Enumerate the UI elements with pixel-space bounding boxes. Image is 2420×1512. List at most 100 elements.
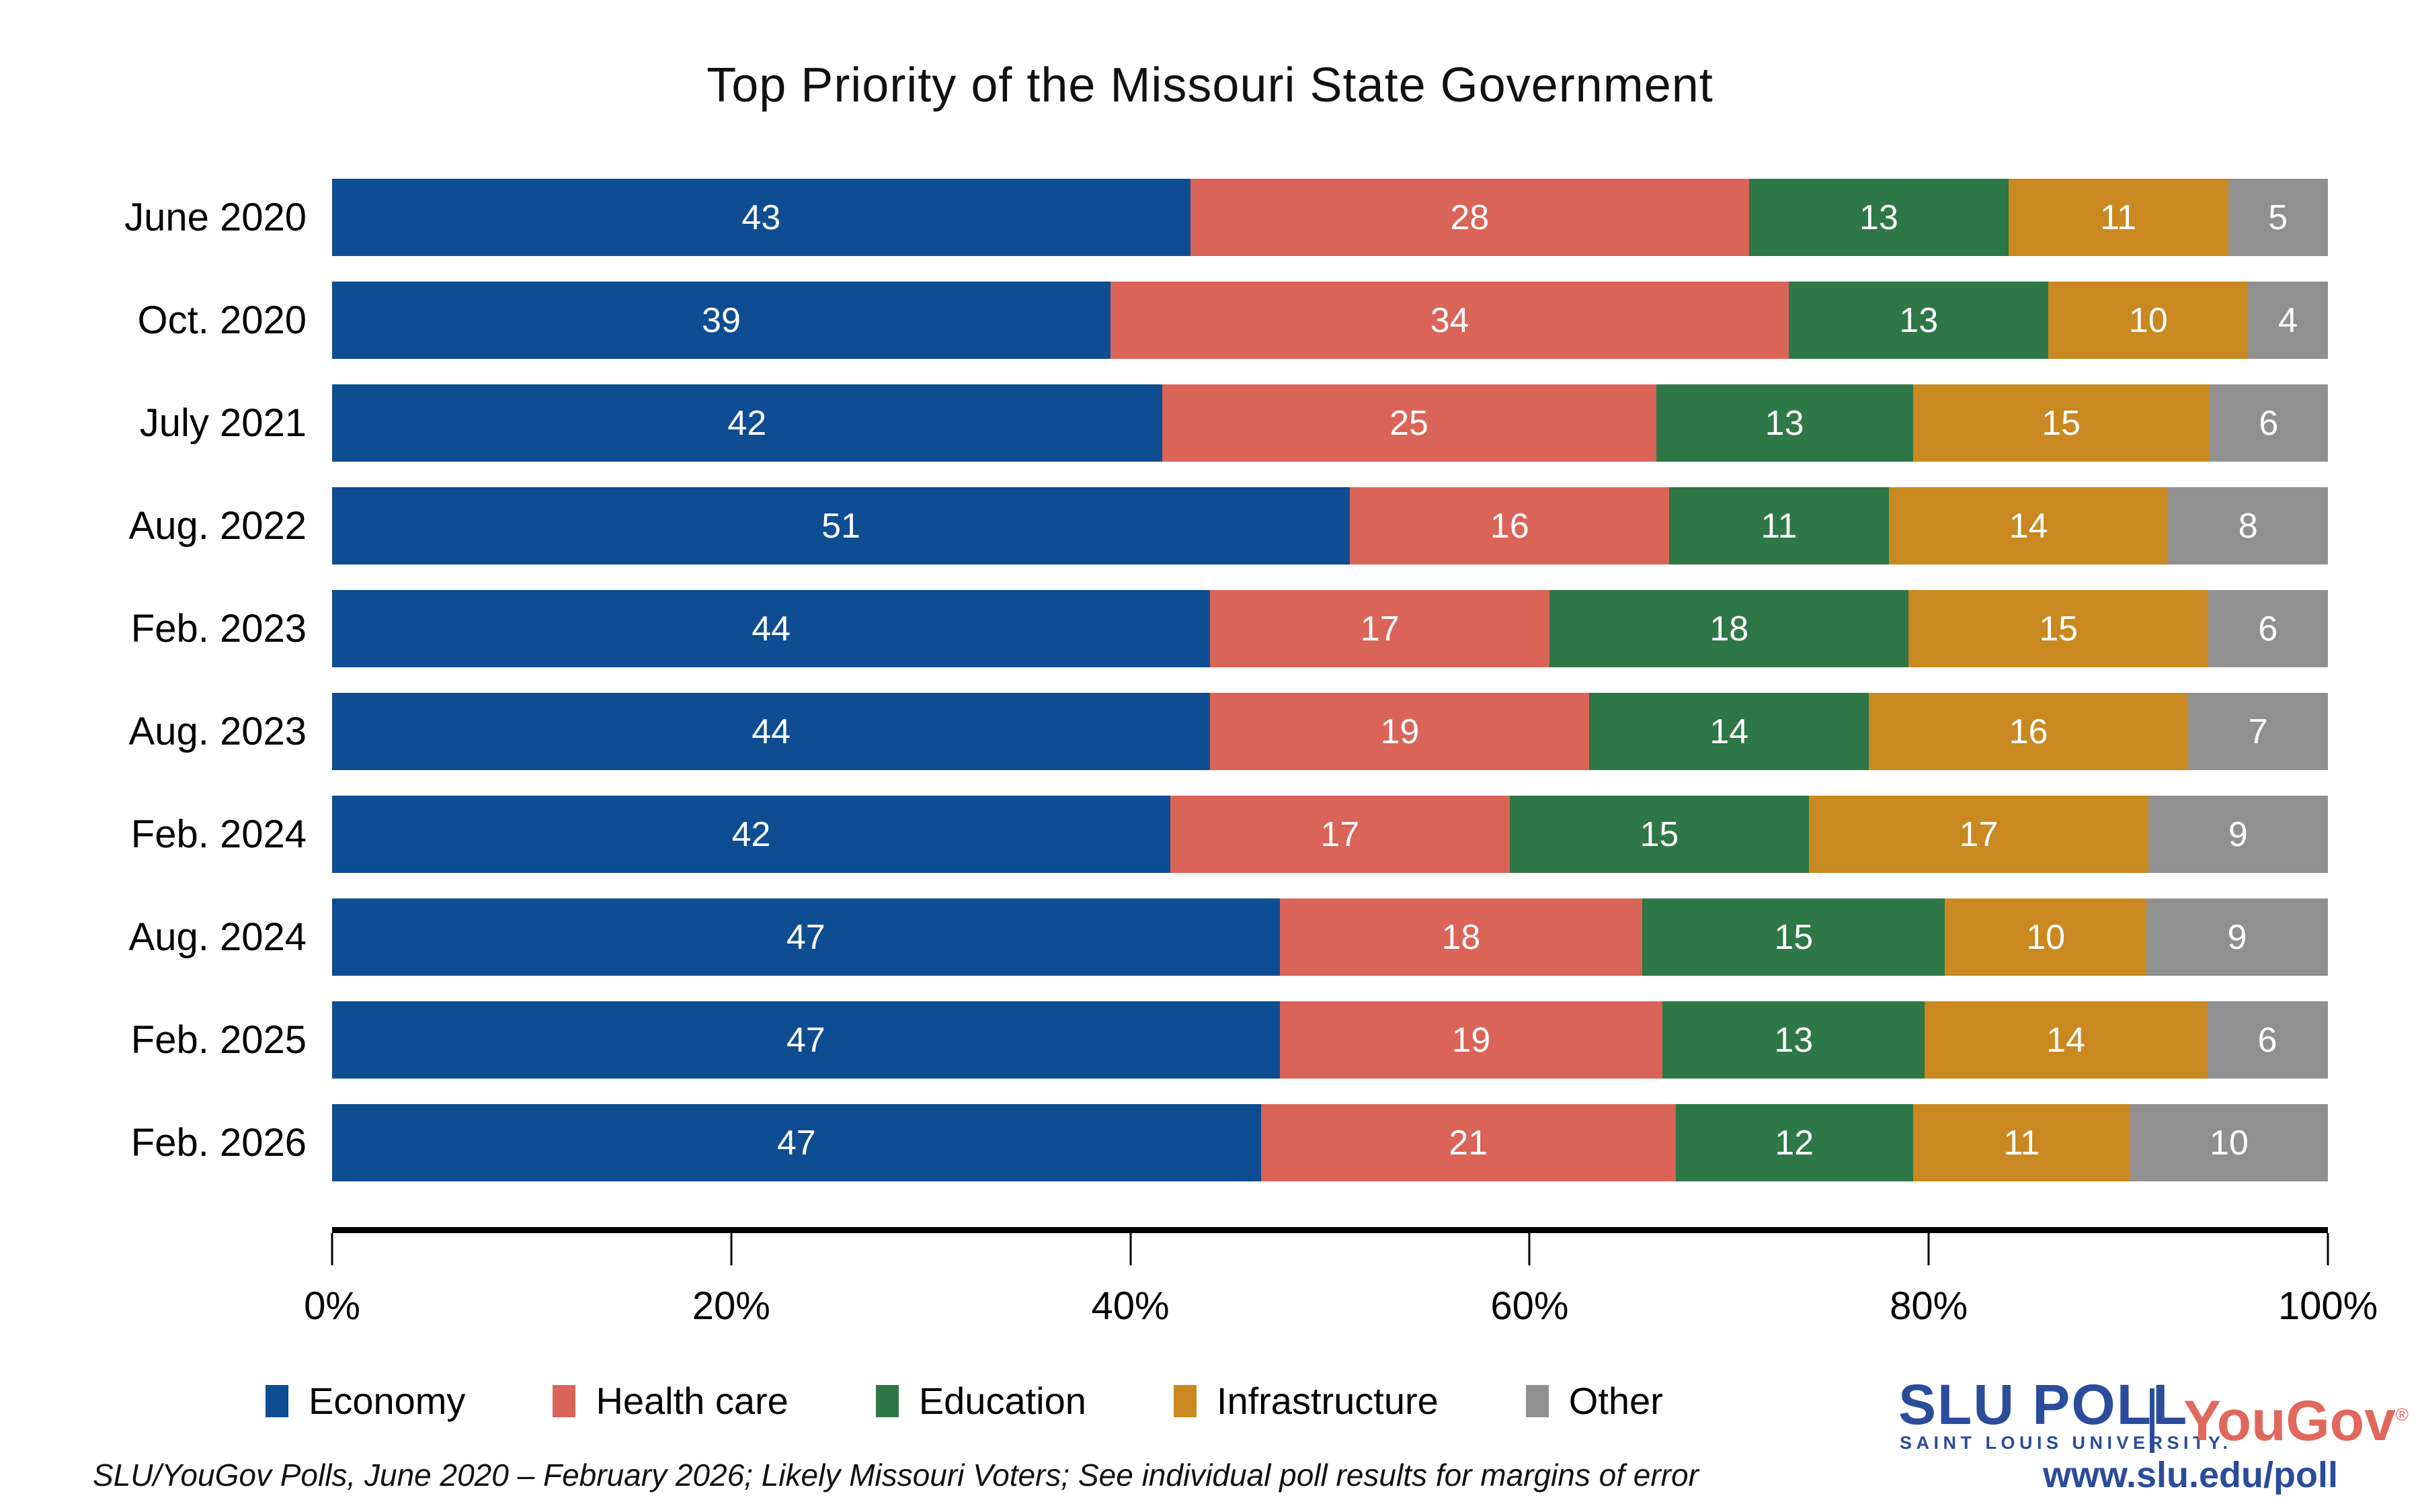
bar-value-label: 47: [786, 1020, 825, 1060]
bar-segment-education: 18: [1549, 590, 1909, 667]
row-label: Feb. 2026: [130, 1121, 307, 1165]
brand-divider: [2150, 1388, 2154, 1453]
bar-segment-education: 15: [1642, 898, 1945, 976]
bar-value-label: 17: [1360, 609, 1400, 648]
bar-segment-education: 13: [1662, 1001, 1925, 1079]
bar-row: June 2020 43 28 13 11 5: [0, 179, 2328, 256]
legend-item-education: Education: [875, 1379, 1086, 1423]
slu-poll-logo: SLU POLL: [1898, 1373, 2189, 1436]
bar-stack: 42 17 15 17 9: [332, 796, 2328, 873]
bar-value-label: 18: [1709, 609, 1749, 648]
bar-segment-education: 13: [1656, 384, 1913, 462]
bar-segment-other: 6: [2209, 384, 2328, 462]
bar-value-label: 13: [1899, 300, 1939, 340]
bar-segment-other: 8: [2168, 487, 2328, 564]
bar-segment-health-care: 17: [1170, 796, 1510, 873]
bar-value-label: 17: [1320, 814, 1360, 854]
x-axis-tick-label: 20%: [692, 1284, 770, 1328]
x-axis-tick: [331, 1233, 333, 1265]
bar-value-label: 43: [741, 198, 781, 237]
bar-value-label: 42: [731, 814, 771, 854]
bar-segment-infrastructure: 11: [2008, 179, 2228, 256]
x-axis-tick: [730, 1233, 733, 1265]
bar-segment-economy: 51: [332, 487, 1350, 564]
bar-segment-other: 10: [2130, 1104, 2328, 1181]
slu-poll-url: www.slu.edu/poll: [2042, 1455, 2338, 1495]
bar-stack: 51 16 11 14 8: [332, 487, 2328, 564]
bar-value-label: 11: [2100, 198, 2137, 237]
bar-segment-health-care: 21: [1260, 1104, 1676, 1181]
legend-item-other: Other: [1525, 1379, 1663, 1423]
bar-value-label: 6: [2257, 1020, 2277, 1060]
bar-segment-infrastructure: 10: [1945, 898, 2147, 976]
bar-row: Feb. 2024 42 17 15 17 9: [0, 796, 2328, 873]
bar-stack: 47 19 13 14 6: [332, 1001, 2328, 1079]
bar-value-label: 11: [2003, 1123, 2040, 1163]
bar-row: Aug. 2024 47 18 15 10 9: [0, 898, 2328, 976]
bar-value-label: 42: [727, 403, 767, 443]
bar-segment-health-care: 18: [1279, 898, 1643, 976]
bar-value-label: 44: [752, 609, 791, 648]
bar-value-label: 15: [1774, 917, 1814, 957]
legend-swatch-other: [1525, 1384, 1549, 1417]
legend: Economy Health care Education Infrastructur…: [266, 1379, 1663, 1423]
bar-value-label: 19: [1380, 712, 1420, 751]
bar-segment-economy: 44: [332, 590, 1211, 667]
bar-row: Aug. 2022 51 16 11 14 8: [0, 487, 2328, 564]
bar-value-label: 18: [1441, 917, 1481, 957]
bar-value-label: 21: [1449, 1123, 1488, 1163]
bar-row: Feb. 2025 47 19 13 14 6: [0, 1001, 2328, 1079]
legend-swatch-health-care: [553, 1384, 576, 1417]
bar-stack: 43 28 13 11 5: [332, 179, 2328, 256]
bar-value-label: 51: [821, 506, 861, 546]
bar-value-label: 14: [2046, 1020, 2086, 1060]
row-label: Aug. 2024: [128, 915, 307, 959]
bar-value-label: 6: [2258, 609, 2278, 648]
bar-segment-health-care: 34: [1110, 282, 1789, 359]
bar-value-label: 13: [1859, 198, 1898, 237]
legend-label: Health care: [596, 1380, 789, 1422]
bar-value-label: 15: [2042, 403, 2081, 443]
bar-value-label: 15: [2039, 609, 2079, 648]
bar-segment-education: 11: [1669, 487, 1889, 564]
bar-segment-economy: 47: [332, 898, 1280, 976]
bar-segment-education: 12: [1675, 1104, 1913, 1181]
bar-row: Feb. 2026 47 21 12 11 10: [0, 1104, 2328, 1181]
bar-row: Oct. 2020 39 34 13 10 4: [0, 282, 2328, 359]
legend-item-health-care: Health care: [553, 1379, 789, 1423]
bar-stack: 42 25 13 15 6: [332, 384, 2328, 462]
bar-value-label: 39: [702, 300, 741, 340]
bar-segment-other: 9: [2148, 796, 2328, 873]
registered-symbol: ®: [2395, 1404, 2409, 1425]
bar-value-label: 44: [752, 712, 791, 751]
x-axis-tick-label: 0%: [304, 1284, 360, 1328]
bar-segment-economy: 47: [332, 1001, 1280, 1079]
bar-segment-education: 13: [1789, 282, 2049, 359]
x-axis-tick: [1528, 1233, 1531, 1265]
bar-value-label: 16: [1490, 506, 1529, 546]
bar-segment-economy: 42: [332, 384, 1162, 462]
legend-swatch-economy: [266, 1384, 288, 1417]
bar-segment-health-care: 19: [1210, 693, 1590, 770]
bar-value-label: 47: [776, 1123, 816, 1163]
bar-segment-health-care: 25: [1162, 384, 1656, 462]
bar-segment-infrastructure: 11: [1912, 1104, 2131, 1181]
bar-segment-infrastructure: 17: [1809, 796, 2148, 873]
legend-swatch-infrastructure: [1173, 1384, 1197, 1417]
bar-segment-economy: 42: [332, 796, 1170, 873]
bar-value-label: 12: [1775, 1123, 1814, 1163]
row-label: Feb. 2024: [130, 812, 307, 856]
x-axis-line: [332, 1227, 2328, 1233]
bar-value-label: 11: [1761, 506, 1798, 546]
x-axis-tick: [1129, 1233, 1132, 1265]
bar-value-label: 15: [1640, 814, 1679, 854]
bar-segment-health-care: 16: [1350, 487, 1670, 564]
bar-stack: 44 17 18 15 6: [332, 590, 2328, 667]
bar-stack: 39 34 13 10 4: [332, 282, 2328, 359]
bar-segment-other: 5: [2228, 179, 2328, 256]
x-axis-tick: [2327, 1233, 2329, 1265]
bar-value-label: 25: [1389, 403, 1428, 443]
bar-segment-health-care: 28: [1190, 179, 1749, 256]
slu-university-text: SAINT LOUIS UNIVERSITY.: [1900, 1433, 2232, 1453]
x-axis-tick-label: 40%: [1091, 1284, 1170, 1328]
